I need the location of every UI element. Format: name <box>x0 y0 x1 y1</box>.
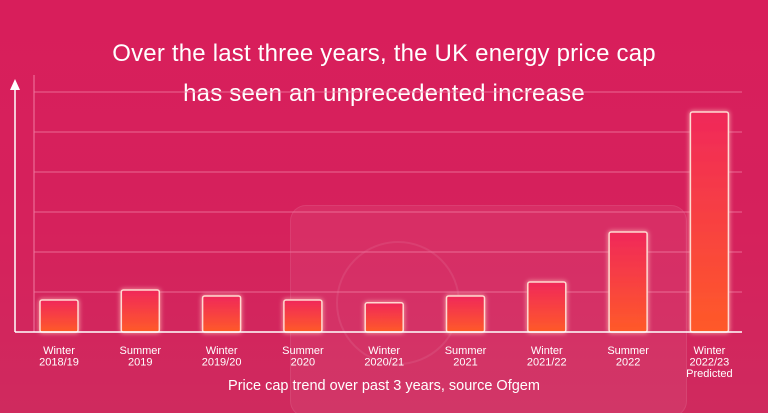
category-label-line: 2021/22 <box>527 357 567 369</box>
chart-caption: Price cap trend over past 3 years, sourc… <box>228 378 540 394</box>
bars <box>39 111 730 333</box>
category-label-line: 2022/23 <box>690 357 730 369</box>
category-label-line: Summer <box>445 345 487 357</box>
bar-0 <box>39 299 79 333</box>
bar-6 <box>527 281 567 333</box>
category-label-5: Summer 2021 <box>445 345 487 369</box>
category-label-line: Winter <box>531 345 563 357</box>
category-label-line: Summer <box>607 345 649 357</box>
category-label-1: Summer 2019 <box>120 345 162 369</box>
category-label-6: Winter 2021/22 <box>527 345 567 369</box>
category-label-line: 2021 <box>453 357 477 369</box>
category-label-line: Winter <box>43 345 75 357</box>
chart-title: Over the last three years, the UK energy… <box>0 34 768 114</box>
axes <box>10 79 742 333</box>
category-label-4: Winter 2020/21 <box>364 345 404 369</box>
y-axis-arrow-icon <box>10 79 20 90</box>
category-label-line: 2020 <box>291 357 315 369</box>
category-label-2: Winter 2019/20 <box>202 345 242 369</box>
category-label-line: 2019/20 <box>202 357 242 369</box>
category-label-3: Summer 2020 <box>282 345 324 369</box>
bar-7 <box>608 231 648 333</box>
category-label-line: 2019 <box>128 357 152 369</box>
category-label-line: Summer <box>120 345 162 357</box>
category-label-line: 2020/21 <box>364 357 404 369</box>
chart-title-line-2: has seen an unprecedented increase <box>183 80 585 107</box>
category-label-line: 2018/19 <box>39 357 79 369</box>
category-label-7: Summer 2022 <box>607 345 649 369</box>
bar-4 <box>364 302 404 333</box>
bar-1 <box>120 289 161 333</box>
chart-title-line-1: Over the last three years, the UK energy… <box>112 40 656 67</box>
bar-5 <box>445 295 486 333</box>
category-label-line: Summer <box>282 345 324 357</box>
category-label-line: Predicted <box>686 368 732 380</box>
bar-2 <box>201 295 242 333</box>
category-label-8: Winter 2022/23 Predicted <box>686 345 732 380</box>
bar-8 <box>689 111 730 333</box>
category-label-line: 2022 <box>616 357 640 369</box>
category-label-line: Winter <box>206 345 238 357</box>
category-label-line: Winter <box>368 345 400 357</box>
bar-3 <box>283 299 323 333</box>
category-label-line: Winter <box>694 345 726 357</box>
category-label-0: Winter 2018/19 <box>39 345 79 369</box>
